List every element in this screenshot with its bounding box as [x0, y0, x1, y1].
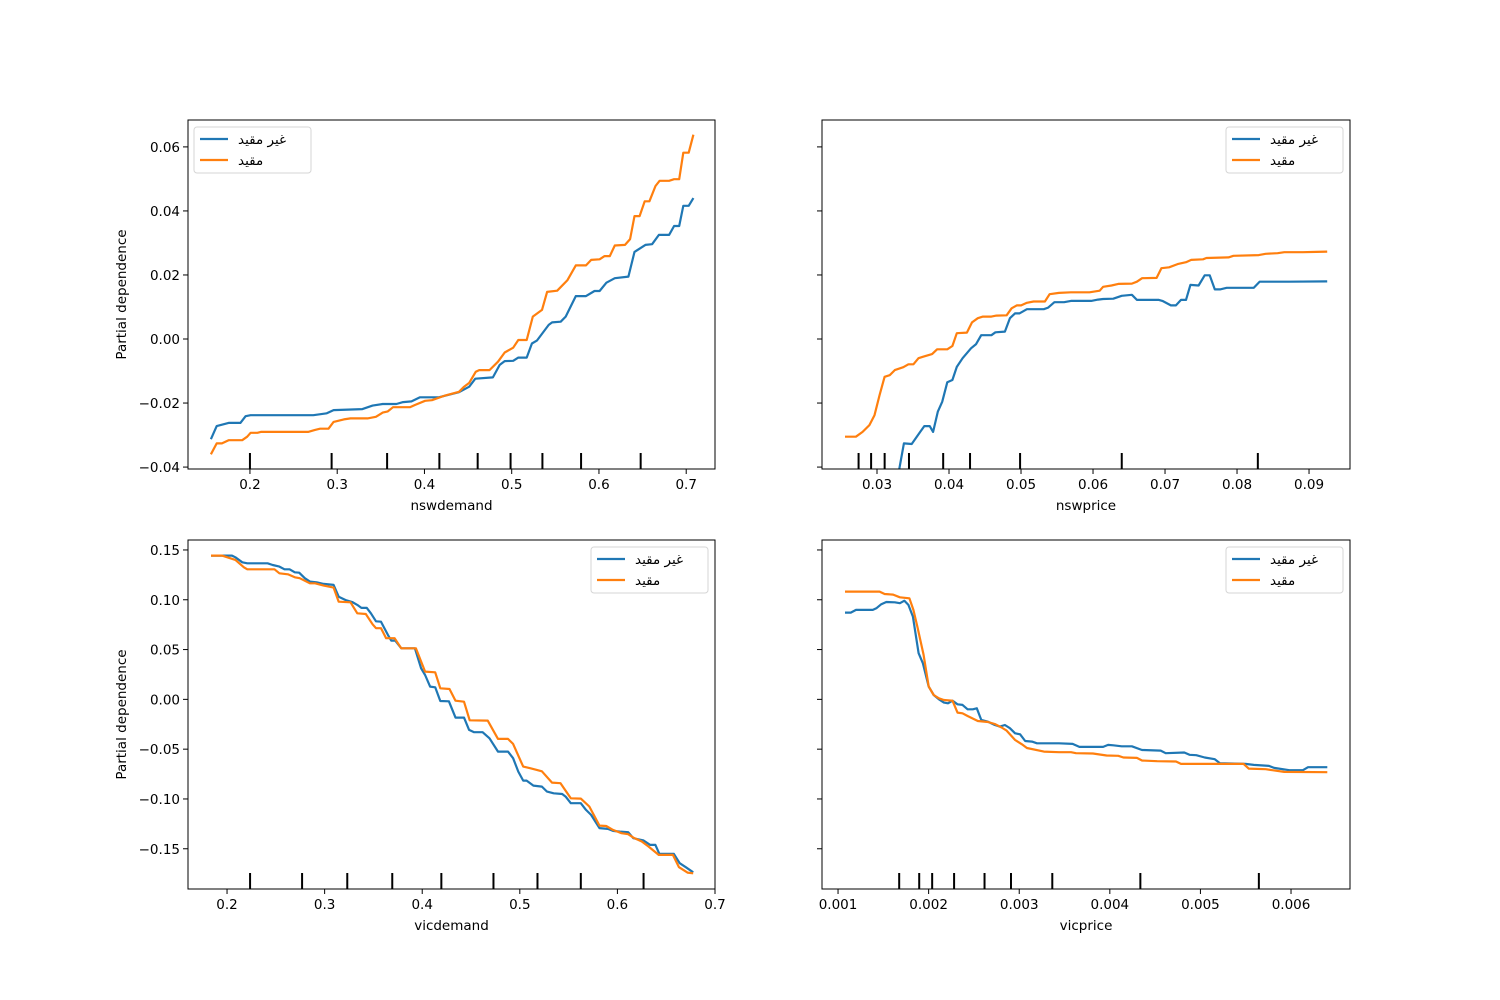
y-tick-label: 0.10: [150, 593, 180, 609]
subplot-2: 0.03 0.04 0.05 0.06 0.07 0.08 0.09 nswprice غير …: [817, 119, 1351, 514]
series-line-unconstrained: [845, 599, 1328, 772]
y-tick-label: −0.10: [139, 792, 180, 808]
y-tick-label: 0.00: [150, 692, 180, 708]
x-tick-label: 0.08: [1222, 477, 1252, 493]
x-tick-label: 0.7: [675, 477, 696, 493]
y-axis-label: Partial dependence: [114, 649, 130, 779]
legend: غير مقيد مقيد: [590, 546, 709, 594]
legend-label: غير مقيد: [1270, 132, 1318, 148]
x-tick-label: 0.2: [216, 897, 237, 913]
x-tick-label: 0.4: [411, 897, 432, 913]
x-tick-label: 0.3: [326, 477, 347, 493]
x-tick-label: 0.5: [501, 477, 522, 493]
legend-label: غير مقيد: [238, 132, 286, 148]
legend-label: غير مقيد: [1270, 552, 1318, 568]
legend-label: مقيد: [1270, 153, 1295, 169]
series-line-unconstrained: [209, 197, 695, 440]
y-tick-label: 0.15: [150, 543, 180, 559]
legend-label: غير مقيد: [635, 552, 683, 568]
x-tick-label: 0.6: [588, 477, 609, 493]
y-tick-label: −0.15: [139, 842, 180, 858]
x-tick-label: 0.002: [909, 897, 948, 913]
y-tick-label: 0.04: [150, 204, 180, 220]
x-tick-label: 0.05: [1006, 477, 1036, 493]
x-tick-label: 0.2: [239, 477, 260, 493]
axes-frame: [821, 119, 1351, 470]
x-tick-label: 0.001: [819, 897, 858, 913]
legend-label: مقيد: [635, 573, 660, 589]
y-tick-label: 0.00: [150, 332, 180, 348]
axes-frame: [187, 119, 716, 470]
x-tick-label: 0.7: [704, 897, 725, 913]
x-tick-label: 0.6: [607, 897, 628, 913]
x-axis-label: vicprice: [1060, 918, 1113, 934]
x-tick-label: 0.006: [1272, 897, 1311, 913]
series-line-constrained: [845, 590, 1328, 774]
subplot-3: 0.2 0.3 0.4 0.5 0.6 0.7 −0.15 −0.10 −0.05 0.00 0.0…: [114, 539, 726, 934]
series-line-unconstrained: [898, 274, 1328, 469]
x-tick-label: 0.09: [1294, 477, 1324, 493]
x-axis-label: vicdemand: [414, 918, 489, 934]
series-line-constrained: [211, 554, 694, 875]
x-tick-label: 0.004: [1090, 897, 1129, 913]
x-tick-label: 0.3: [314, 897, 335, 913]
x-tick-label: 0.005: [1181, 897, 1220, 913]
x-tick-label: 0.003: [1000, 897, 1039, 913]
y-tick-label: −0.04: [139, 460, 180, 476]
x-tick-label: 0.5: [509, 897, 530, 913]
y-tick-label: 0.02: [150, 268, 180, 284]
x-tick-label: 0.4: [414, 477, 435, 493]
y-tick-label: −0.05: [139, 742, 180, 758]
x-axis-label: nswdemand: [410, 498, 492, 514]
x-tick-label: 0.04: [934, 477, 964, 493]
axes-frame: [187, 539, 716, 890]
series-line-constrained: [845, 250, 1328, 438]
y-axis-label: Partial dependence: [114, 229, 130, 359]
x-tick-label: 0.07: [1150, 477, 1180, 493]
subplot-4: 0.001 0.002 0.003 0.004 0.005 0.006 vicprice غي…: [817, 539, 1351, 934]
legend: غير مقيد مقيد: [1225, 126, 1344, 174]
axes-frame: [821, 539, 1351, 890]
subplot-1: 0.2 0.3 0.4 0.5 0.6 0.7 −0.04 −0.02 0.00 0.02 0.04…: [114, 119, 716, 514]
y-tick-label: −0.02: [139, 396, 180, 412]
x-tick-label: 0.03: [862, 477, 892, 493]
legend-label: مقيد: [1270, 573, 1295, 589]
x-tick-label: 0.06: [1078, 477, 1108, 493]
y-tick-label: 0.06: [150, 140, 180, 156]
x-axis-label: nswprice: [1056, 498, 1116, 514]
legend: غير مقيد مقيد: [1225, 546, 1344, 594]
legend: غير مقيد مقيد: [193, 126, 312, 174]
legend-label: مقيد: [238, 153, 263, 169]
y-tick-label: 0.05: [150, 643, 180, 659]
series-line-constrained: [209, 134, 695, 455]
series-line-unconstrained: [211, 554, 694, 874]
